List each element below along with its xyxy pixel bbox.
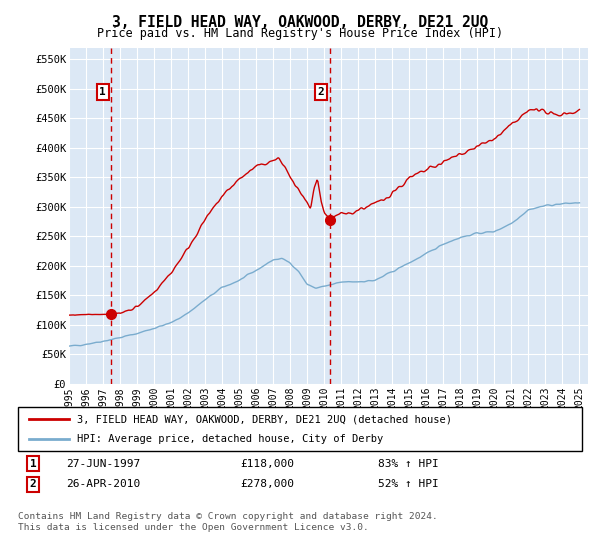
Text: 3, FIELD HEAD WAY, OAKWOOD, DERBY, DE21 2UQ (detached house): 3, FIELD HEAD WAY, OAKWOOD, DERBY, DE21 …	[77, 414, 452, 424]
Text: HPI: Average price, detached house, City of Derby: HPI: Average price, detached house, City…	[77, 433, 383, 444]
Text: 26-APR-2010: 26-APR-2010	[66, 479, 140, 489]
Text: 1: 1	[29, 459, 37, 469]
Text: £118,000: £118,000	[240, 459, 294, 469]
FancyBboxPatch shape	[18, 407, 582, 451]
Text: 2: 2	[318, 87, 325, 97]
Text: 27-JUN-1997: 27-JUN-1997	[66, 459, 140, 469]
Text: 2: 2	[29, 479, 37, 489]
Text: 1: 1	[100, 87, 106, 97]
Text: Contains HM Land Registry data © Crown copyright and database right 2024.
This d: Contains HM Land Registry data © Crown c…	[18, 512, 438, 532]
Text: Price paid vs. HM Land Registry's House Price Index (HPI): Price paid vs. HM Land Registry's House …	[97, 27, 503, 40]
Text: £278,000: £278,000	[240, 479, 294, 489]
Text: 52% ↑ HPI: 52% ↑ HPI	[378, 479, 439, 489]
Text: 3, FIELD HEAD WAY, OAKWOOD, DERBY, DE21 2UQ: 3, FIELD HEAD WAY, OAKWOOD, DERBY, DE21 …	[112, 15, 488, 30]
Text: 83% ↑ HPI: 83% ↑ HPI	[378, 459, 439, 469]
